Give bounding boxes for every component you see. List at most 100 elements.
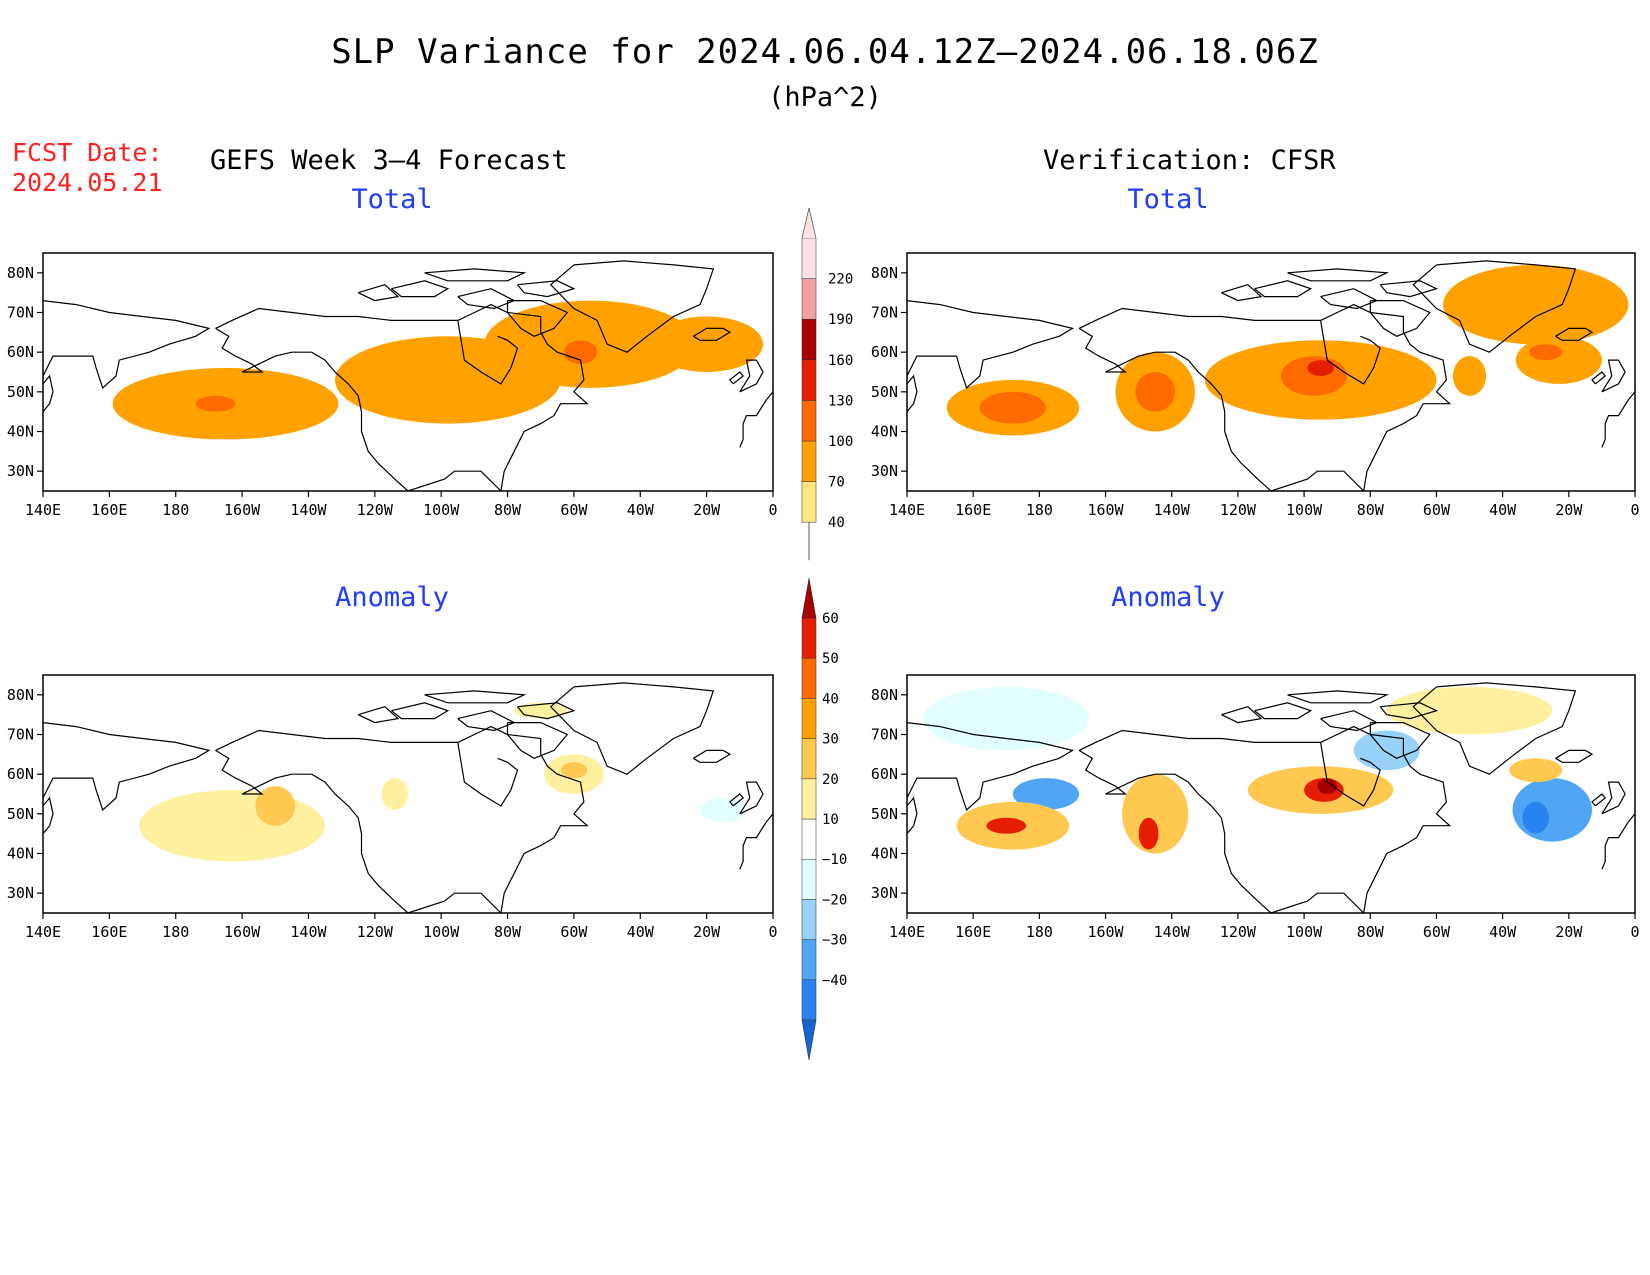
colorbar-swatch: [801, 318, 817, 361]
coastline-bl-2: [215, 729, 458, 751]
coastline-tl-15: [357, 284, 400, 302]
colorbar-swatch: [801, 481, 817, 523]
colorbar-level-label: 40: [822, 691, 839, 707]
map-panel-gefs-total: 140E 160E 180 160W 140W 120W 100W 80W 60W 40W 20W 0…: [7, 252, 778, 519]
coastline-bl-7: [693, 749, 732, 763]
coastline-bl-0: [43, 722, 211, 811]
coastline-tl-0: [43, 300, 211, 389]
coastline-bl-15: [357, 706, 400, 724]
colorbar-level-label: 130: [828, 393, 853, 409]
coastline-br-0: [907, 722, 1075, 811]
lon-tick-label: 160E: [955, 923, 991, 941]
coastline-bl-6: [549, 682, 715, 775]
units-label: (hPa^2): [768, 82, 882, 113]
lon-tick-label: 140E: [25, 923, 61, 941]
coastline-tr-7: [1555, 327, 1594, 341]
lon-tick-label: 0: [1630, 501, 1639, 519]
lon-tick-label: 80W: [494, 923, 522, 941]
coastline-tl-2: [215, 307, 458, 329]
lon-tick-label: 140W: [290, 923, 327, 941]
lon-tick-label: 160E: [91, 501, 127, 519]
lat-tick-label: 50N: [7, 805, 34, 823]
lat-tick-label: 60N: [7, 343, 34, 361]
top-right-panel-title: Total: [1127, 184, 1209, 215]
colorbar-level-label: 60: [822, 611, 839, 627]
colorbar-level-label: 100: [828, 434, 853, 450]
coastline-tl-5: [407, 303, 589, 491]
left-model-label: GEFS Week 3–4 Forecast: [210, 145, 568, 176]
colorbar-level-label: −10: [822, 852, 847, 868]
coastline-tr-15: [1221, 284, 1263, 302]
lon-tick-label: 160W: [1087, 501, 1124, 519]
field-contour-br-12: [1386, 686, 1553, 735]
coastline-tl-13: [424, 268, 527, 282]
coastline-bl-16: [506, 722, 569, 759]
field-contour-tr-6: [1307, 360, 1334, 376]
lon-tick-label: 140E: [889, 923, 925, 941]
lat-tick-label: 80N: [7, 264, 34, 282]
colorbar-level-label: −30: [822, 933, 847, 949]
field-contour-tr-10: [1529, 344, 1563, 361]
coastline-tr-6: [1412, 260, 1577, 353]
lon-tick-label: 160E: [955, 501, 991, 519]
lon-tick-label: 80W: [1357, 923, 1385, 941]
coastline-bl-10: [729, 793, 744, 807]
field-contour-br-0: [923, 686, 1089, 751]
colorbar-level-label: 40: [828, 515, 845, 531]
coastline-bl-13: [424, 690, 527, 704]
lat-tick-label: 50N: [871, 383, 898, 401]
colorbar-level-label: 220: [828, 272, 853, 288]
coastline-tl-4: [457, 320, 519, 385]
coastline-br-1: [907, 796, 918, 835]
lon-tick-label: 60W: [1423, 923, 1451, 941]
coastline-tl-9: [739, 391, 773, 448]
field-contour-br-11: [1317, 778, 1338, 794]
colorbar-swatch: [801, 617, 817, 659]
coastline-br-13: [1287, 690, 1390, 704]
lat-tick-label: 30N: [7, 462, 34, 480]
coastline-bl-1: [43, 796, 54, 835]
coastline-tr-11: [1254, 280, 1313, 298]
coastline-br-14: [1379, 702, 1439, 720]
map-panel-gefs-anomaly: 140E 160E 180 160W 140W 120W 100W 80W 60W 40W 20W 0…: [7, 674, 778, 941]
lon-tick-label: 80W: [494, 501, 522, 519]
coastline-bl-3: [215, 749, 409, 913]
coastline-tr-16: [1369, 300, 1431, 337]
field-contour-br-4: [1522, 801, 1549, 834]
coastline-tl-16: [506, 300, 569, 337]
field-contour-bl-4: [560, 762, 588, 779]
lat-tick-label: 80N: [871, 264, 898, 282]
lon-tick-label: 60W: [560, 923, 588, 941]
coastline-tr-3: [1078, 327, 1272, 491]
coastline-tr-8: [1601, 359, 1626, 393]
coastline-br-10: [1591, 793, 1607, 807]
lon-tick-label: 180: [162, 923, 189, 941]
fcst-date-caption: FCST Date:: [12, 138, 163, 167]
coastline-br-12: [1320, 710, 1379, 732]
coastline-tr-13: [1287, 268, 1390, 282]
coastline-tl-7: [693, 327, 732, 341]
coastline-br-4: [1320, 742, 1381, 807]
lon-tick-label: 100W: [423, 501, 460, 519]
coastline-tr-1: [907, 374, 918, 413]
map-frame-br: [906, 674, 1636, 914]
map-frame-tr: [906, 252, 1636, 492]
map-panel-cfsr-anomaly: 140E 160E 180 160W 140W 120W 100W 80W 60W 40W 20W 0…: [871, 674, 1640, 941]
colorbar-level-label: 30: [822, 732, 839, 748]
lat-tick-label: 30N: [871, 884, 898, 902]
lat-tick-label: 50N: [871, 805, 898, 823]
coastline-bl-8: [739, 781, 764, 815]
lat-tick-label: 30N: [871, 462, 898, 480]
lon-tick-label: 180: [1026, 501, 1053, 519]
coastline-bl-9: [739, 813, 773, 870]
coastline-tr-5: [1270, 303, 1452, 491]
lat-tick-label: 40N: [7, 423, 34, 441]
colorbar-swatch: [801, 237, 817, 279]
coastline-br-2: [1078, 729, 1321, 751]
lat-tick-label: 40N: [871, 845, 898, 863]
lon-tick-label: 100W: [1286, 923, 1323, 941]
map-frame-bl: [42, 674, 774, 914]
colorbar-swatch: [801, 979, 817, 1021]
lat-tick-label: 30N: [7, 884, 34, 902]
lat-tick-label: 50N: [7, 383, 34, 401]
